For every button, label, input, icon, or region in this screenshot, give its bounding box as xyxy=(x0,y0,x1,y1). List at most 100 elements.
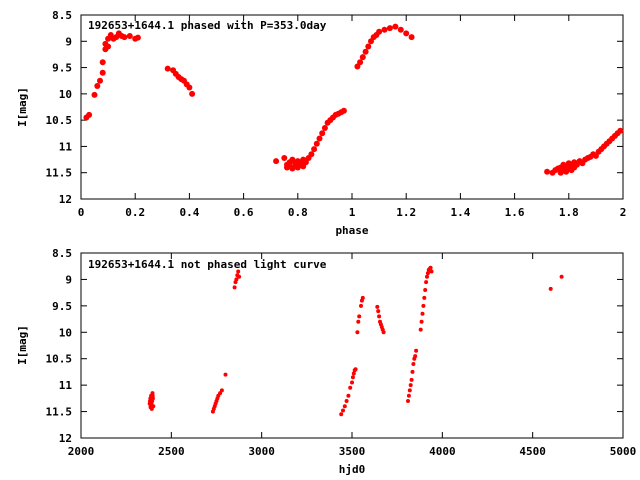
phased-data-point xyxy=(392,23,399,30)
unphased-data-point xyxy=(548,286,553,291)
unphased-data-point xyxy=(410,369,415,374)
phased-data-point xyxy=(408,34,415,41)
unphased-x-tick-label: 4000 xyxy=(429,445,456,458)
phased-x-axis-label: phase xyxy=(335,224,368,237)
unphased-data-point xyxy=(377,314,382,319)
unphased-data-point xyxy=(414,348,419,353)
unphased-data-point xyxy=(350,380,354,385)
unphased-x-axis-label: hjd0 xyxy=(339,463,366,476)
unphased-x-tick-label: 4500 xyxy=(519,445,546,458)
unphased-data-point xyxy=(408,383,413,388)
phased-y-tick-label: 9.5 xyxy=(52,62,72,75)
phased-data-point xyxy=(313,140,320,147)
phased-x-tick-label: 1.2 xyxy=(396,206,416,219)
phased-data-point xyxy=(121,34,128,41)
unphased-data-point xyxy=(421,303,426,308)
phased-x-tick-label: 0.6 xyxy=(234,206,254,219)
unphased-data-point xyxy=(341,408,345,413)
unphased-data-point xyxy=(236,269,241,274)
unphased-chart-title: 192653+1644.1 not phased light curve xyxy=(88,258,327,271)
unphased-y-tick-label: 10.5 xyxy=(46,353,73,366)
unphased-data-point xyxy=(418,327,423,332)
phased-data-point xyxy=(308,151,315,158)
unphased-data-point xyxy=(409,377,414,382)
unphased-data-point xyxy=(428,265,433,270)
unphased-data-point xyxy=(420,311,425,316)
unphased-data-point xyxy=(359,303,363,308)
phased-data-point xyxy=(273,158,280,165)
unphased-data-point xyxy=(351,371,356,376)
phased-data-point xyxy=(97,77,103,84)
phased-y-tick-label: 9 xyxy=(65,35,72,48)
unphased-y-axis-label: I[mag] xyxy=(16,325,29,365)
phased-data-point xyxy=(617,127,624,134)
unphased-data-point xyxy=(413,354,418,359)
unphased-y-tick-label: 12 xyxy=(59,432,72,445)
unphased-data-point xyxy=(422,295,427,300)
phased-y-axis-label: I[mag] xyxy=(16,87,29,127)
unphased-data-point xyxy=(425,274,429,279)
phased-data-point xyxy=(134,34,141,41)
phased-data-point xyxy=(376,28,383,35)
unphased-data-point xyxy=(344,399,349,403)
phased-data-point xyxy=(99,59,106,66)
unphased-data-point xyxy=(150,393,155,398)
phased-data-point xyxy=(319,130,326,137)
phased-y-tick-label: 11 xyxy=(59,140,73,153)
unphased-data-point xyxy=(357,314,362,319)
unphased-chart: 8.5 9 9.5 10 10.5 11 11.5 12 2000 2500 3000 3500 40… xyxy=(16,247,636,476)
unphased-x-tick-label: 5000 xyxy=(610,445,637,458)
phased-x-tick-label: 1.6 xyxy=(505,206,525,219)
unphased-x-axis: 2000 2500 3000 3500 4000 4500 5000 xyxy=(68,253,637,458)
phased-data-point xyxy=(94,83,101,89)
phased-data-point xyxy=(386,25,393,32)
phased-x-tick-label: 1.8 xyxy=(559,206,579,219)
unphased-data-point xyxy=(411,362,416,366)
unphased-data-point xyxy=(237,274,242,279)
phased-x-tick-label: 0.4 xyxy=(179,206,199,219)
phased-data-point xyxy=(91,91,98,98)
unphased-x-tick-label: 3500 xyxy=(339,445,366,458)
phased-data-points xyxy=(83,23,624,176)
phased-data-point xyxy=(311,146,318,153)
phased-y-tick-label: 10 xyxy=(59,88,72,101)
phased-x-tick-label: 0 xyxy=(78,206,85,219)
unphased-y-tick-label: 10 xyxy=(59,326,72,339)
unphased-data-point xyxy=(232,285,237,290)
unphased-data-point xyxy=(148,405,153,410)
phased-y-axis: 8.5 9 9.5 10 10.5 11 11.5 12 xyxy=(46,9,623,206)
phased-x-tick-label: 0.2 xyxy=(125,206,145,219)
unphased-data-point xyxy=(350,375,355,380)
unphased-data-point xyxy=(424,280,429,285)
unphased-x-tick-label: 3000 xyxy=(248,445,275,458)
unphased-y-tick-label: 9 xyxy=(65,273,72,286)
unphased-data-point xyxy=(339,412,344,417)
phased-chart: 8.5 9 9.5 10 10.5 11 11.5 12 0 0.2 0.4 0.6 0.8 1 1.2 1… xyxy=(16,9,626,237)
phased-data-point xyxy=(340,107,347,114)
phased-y-tick-label: 11.5 xyxy=(46,167,73,180)
unphased-data-point xyxy=(423,288,428,292)
phased-y-tick-label: 8.5 xyxy=(52,9,72,22)
unphased-data-point xyxy=(360,295,365,300)
unphased-data-point xyxy=(419,319,424,324)
unphased-data-point xyxy=(353,367,358,372)
unphased-data-point xyxy=(425,271,430,276)
phased-y-tick-label: 10.5 xyxy=(46,114,73,127)
phased-data-point xyxy=(186,84,193,91)
phased-data-point xyxy=(281,155,288,161)
phased-data-point xyxy=(189,90,196,97)
unphased-y-tick-label: 9.5 xyxy=(52,300,72,313)
phased-data-point xyxy=(381,26,388,33)
unphased-data-point xyxy=(219,388,224,393)
phased-chart-title: 192653+1644.1 phased with P=353.0day xyxy=(88,19,327,32)
phased-data-point xyxy=(357,59,364,66)
unphased-data-point xyxy=(407,388,412,393)
unphased-data-point xyxy=(348,385,353,390)
unphased-data-point xyxy=(406,399,410,403)
phased-data-point xyxy=(544,168,551,175)
unphased-data-point xyxy=(356,319,361,324)
phased-x-tick-label: 2 xyxy=(620,206,627,219)
unphased-data-point xyxy=(149,397,154,402)
unphased-data-points xyxy=(147,265,564,417)
